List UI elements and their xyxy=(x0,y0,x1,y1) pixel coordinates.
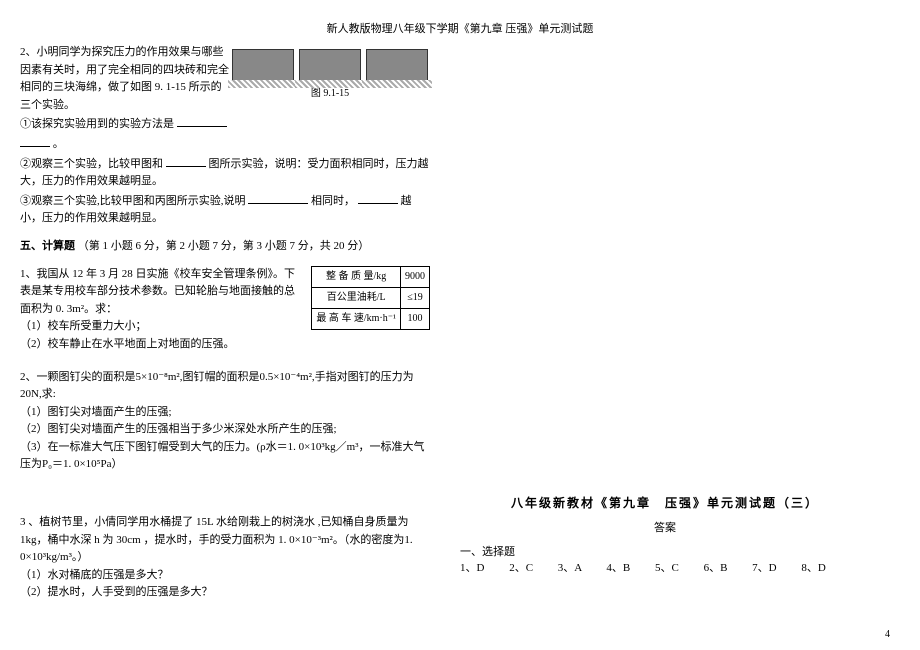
answer-title: 八年级新教材《第九章 压强》单元测试题（三） xyxy=(460,494,870,511)
q5-2-sub1: （1）图钉尖对墙面产生的压强; xyxy=(20,406,172,418)
right-column: 八年级新教材《第九章 压强》单元测试题（三） 答案 一、选择题 1、D 2、C … xyxy=(460,44,870,612)
blank-input[interactable] xyxy=(248,191,308,204)
section-5-title: 五、计算题 xyxy=(20,240,75,252)
brick-diagram-icon xyxy=(366,49,428,81)
bus-data-table: 整 备 质 量/kg 9000 百公里油耗/L ≤19 最 高 车 速/km·h… xyxy=(311,266,430,330)
figure-9-1-15: 图 9.1-15 xyxy=(230,44,430,102)
blank-input[interactable] xyxy=(177,114,227,127)
left-column: 图 9.1-15 2、小明同学为探究压力的作用效果与哪些因素有关时，用了完全相同… xyxy=(20,44,430,612)
blank-input[interactable] xyxy=(358,191,398,204)
table-cell: 最 高 车 速/km·h⁻¹ xyxy=(312,308,401,329)
answer-4: 4、B xyxy=(606,562,630,574)
answer-subtitle: 答案 xyxy=(460,519,870,535)
q2-line1: ①该探究实验用到的实验方法是 xyxy=(20,118,174,130)
answer-row: 1、D 2、C 3、A 4、B 5、C 6、B 7、D 8、D xyxy=(460,559,870,575)
page-header: 新人教版物理八年级下学期《第九章 压强》单元测试题 xyxy=(20,20,900,36)
q5-1-sub2: （2）校车静止在水平地面上对地面的压强。 xyxy=(20,338,235,350)
table-cell: ≤19 xyxy=(401,287,430,308)
question-5-1: 整 备 质 量/kg 9000 百公里油耗/L ≤19 最 高 车 速/km·h… xyxy=(20,266,430,354)
q5-2-intro: 2、一颗图钉尖的面积是5×10⁻⁸m²,图钉帽的面积是0.5×10⁻⁴m²,手指… xyxy=(20,371,414,401)
blank-input[interactable] xyxy=(166,154,206,167)
blank-input[interactable] xyxy=(20,134,50,147)
answer-3: 3、A xyxy=(558,562,582,574)
content-columns: 图 9.1-15 2、小明同学为探究压力的作用效果与哪些因素有关时，用了完全相同… xyxy=(20,44,900,612)
table-row: 最 高 车 速/km·h⁻¹ 100 xyxy=(312,308,430,329)
section-5-header: 五、计算题 （第 1 小题 6 分，第 2 小题 7 分，第 3 小题 7 分，… xyxy=(20,238,430,256)
table-cell: 9000 xyxy=(401,266,430,287)
page-number: 4 xyxy=(885,629,890,640)
question-5-2: 2、一颗图钉尖的面积是5×10⁻⁸m²,图钉帽的面积是0.5×10⁻⁴m²,手指… xyxy=(20,369,430,475)
q2-line3b: 相同时， xyxy=(311,195,355,207)
answer-8: 8、D xyxy=(801,562,825,574)
q5-3-sub2: （2）提水时，人手受到的压强是多大？ xyxy=(20,586,213,598)
question-5-3: 3 、植树节里，小倩同学用水桶提了 15L 水给刚栽上的树浇水 ,已知桶自身质量… xyxy=(20,514,430,602)
q5-3-intro: 3 、植树节里，小倩同学用水桶提了 15L 水给刚栽上的树浇水 ,已知桶自身质量… xyxy=(20,516,413,563)
q5-3-sub1: （1）水对桶底的压强是多大？ xyxy=(20,569,169,581)
question-2: 图 9.1-15 2、小明同学为探究压力的作用效果与哪些因素有关时，用了完全相同… xyxy=(20,44,430,228)
table-cell: 整 备 质 量/kg xyxy=(312,266,401,287)
q2-line1-end: 。 xyxy=(53,138,64,150)
answer-section-label: 一、选择题 xyxy=(460,543,870,559)
answer-6: 6、B xyxy=(704,562,728,574)
q5-2-sub2: （2）图钉尖对墙面产生的压强相当于多少米深处水所产生的压强; xyxy=(20,423,337,435)
table-row: 整 备 质 量/kg 9000 xyxy=(312,266,430,287)
brick-diagram-icon xyxy=(299,49,361,81)
q5-2-sub3: （3）在一标准大气压下图钉帽受到大气的压力。(ρ水＝1. 0×10³kg／m³，… xyxy=(20,441,425,471)
q2-line2a: ②观察三个实验，比较甲图和 xyxy=(20,158,163,170)
answer-1: 1、D xyxy=(460,562,484,574)
q5-1-intro: 1、我国从 12 年 3 月 28 日实施《校车安全管理条例》。下表是某专用校车… xyxy=(20,268,295,315)
answer-5: 5、C xyxy=(655,562,679,574)
answer-2: 2、C xyxy=(509,562,533,574)
q2-line3a: ③观察三个实验,比较甲图和丙图所示实验,说明 xyxy=(20,195,246,207)
section-5-subtitle: （第 1 小题 6 分，第 2 小题 7 分，第 3 小题 7 分，共 20 分… xyxy=(78,240,370,252)
table-row: 百公里油耗/L ≤19 xyxy=(312,287,430,308)
q2-intro: 2、小明同学为探究压力的作用效果与哪些因素有关时，用了完全相同的四块砖和完全相同… xyxy=(20,46,229,111)
answer-7: 7、D xyxy=(752,562,776,574)
table-cell: 百公里油耗/L xyxy=(312,287,401,308)
q5-1-sub1: （1）校车所受重力大小； xyxy=(20,320,147,332)
table-cell: 100 xyxy=(401,308,430,329)
figure-caption: 图 9.1-15 xyxy=(230,86,430,102)
brick-diagram-icon xyxy=(232,49,294,81)
